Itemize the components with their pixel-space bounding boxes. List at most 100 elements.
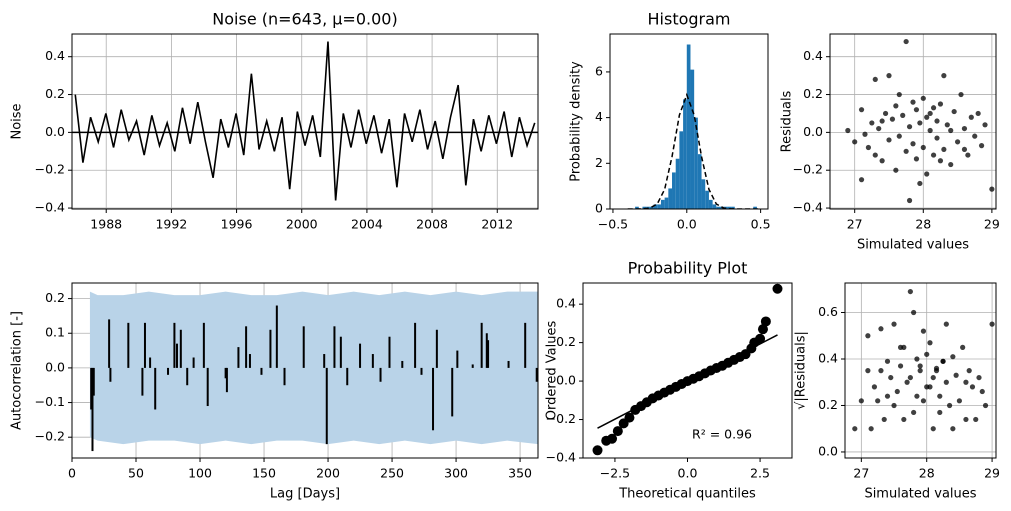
axes: 27 28 29 −0.4 −0.2 0.0 0.2 0.4 Simulated values R… xyxy=(780,33,1000,253)
point xyxy=(943,321,949,327)
point xyxy=(903,148,909,154)
acf-bar xyxy=(225,367,228,393)
point xyxy=(941,146,947,153)
y-tick-label: −0.2 xyxy=(35,429,65,444)
hist-bar xyxy=(642,206,647,209)
acf-bar xyxy=(507,360,510,368)
point xyxy=(920,328,927,334)
point xyxy=(989,186,995,192)
point xyxy=(881,416,887,423)
acf-bar xyxy=(471,364,474,368)
point xyxy=(906,124,913,130)
acf-bar xyxy=(192,357,195,368)
axes-frame xyxy=(71,282,539,459)
point xyxy=(927,127,933,134)
point xyxy=(968,114,974,120)
hist-bar xyxy=(635,206,639,209)
plot-area xyxy=(72,34,538,209)
point xyxy=(907,288,913,295)
point xyxy=(940,358,946,364)
point xyxy=(972,133,978,139)
hist-bar xyxy=(683,99,687,209)
axes-title: Probability Plot xyxy=(628,259,748,278)
hist-bar xyxy=(701,179,706,209)
hist-bar xyxy=(660,199,665,209)
point xyxy=(930,152,937,158)
acf-bar xyxy=(224,367,227,379)
point xyxy=(896,91,902,98)
y-tick-label: 4 xyxy=(595,109,603,124)
acf-bar xyxy=(339,336,342,368)
point xyxy=(886,73,892,79)
point xyxy=(924,114,930,120)
point xyxy=(760,316,771,327)
x-tick-label: 28 xyxy=(919,466,935,481)
point xyxy=(920,95,926,101)
x-tick-label: 250 xyxy=(380,466,404,481)
x-tick-label: 29 xyxy=(984,466,1000,481)
x-tick-label: 2004 xyxy=(351,217,383,232)
point xyxy=(888,374,894,381)
point xyxy=(930,374,936,381)
acf-bar xyxy=(401,360,404,368)
point xyxy=(891,321,897,327)
acf-bar xyxy=(127,322,130,368)
point xyxy=(913,107,920,113)
point xyxy=(893,167,899,173)
acf-bar xyxy=(451,367,454,417)
point xyxy=(927,384,933,390)
point xyxy=(858,107,865,113)
acf-bar xyxy=(359,343,362,368)
y-tick-label: 0.0 xyxy=(556,373,576,388)
point xyxy=(592,445,603,456)
acf-bar xyxy=(420,367,423,375)
point xyxy=(941,73,947,79)
point xyxy=(889,116,896,122)
acf-bar xyxy=(206,367,209,407)
point xyxy=(876,125,882,132)
point xyxy=(951,108,957,115)
point xyxy=(894,388,900,395)
point xyxy=(978,143,985,149)
acf-bar xyxy=(325,367,328,445)
y-tick-label: 0.2 xyxy=(803,86,823,101)
acf-bar xyxy=(323,354,326,368)
point xyxy=(868,426,874,432)
point xyxy=(852,139,858,145)
point xyxy=(904,379,910,385)
y-axis-label: √|Residuals| xyxy=(794,331,809,410)
x-tick-label: −2.5 xyxy=(600,466,630,481)
point xyxy=(920,144,926,151)
acf-bar xyxy=(186,367,189,386)
acf-bar xyxy=(91,367,94,452)
acf-bar xyxy=(173,322,176,368)
point xyxy=(920,398,927,404)
point xyxy=(948,161,954,168)
axes: 27 28 29 0.0 0.2 0.4 0.6 Simulated values √|Resi… xyxy=(794,282,1000,502)
x-axis-label: Simulated values xyxy=(864,487,976,502)
point xyxy=(975,110,981,117)
hist-bar xyxy=(694,117,698,209)
x-tick-label: 27 xyxy=(853,466,869,481)
acf-bar xyxy=(260,367,263,375)
point xyxy=(927,110,933,117)
acf-bar xyxy=(108,319,111,368)
hist-bar xyxy=(668,188,673,209)
acf-bar xyxy=(524,322,527,368)
point xyxy=(960,344,966,350)
acf-bar xyxy=(371,354,374,368)
acf-bar xyxy=(535,367,538,382)
y-tick-label: 0.4 xyxy=(45,48,65,63)
hist-bar xyxy=(664,197,669,209)
normal-fit xyxy=(627,92,761,209)
x-tick-label: 28 xyxy=(915,217,931,232)
point xyxy=(969,384,976,390)
plot-area xyxy=(627,44,761,209)
acf-bar xyxy=(275,305,278,368)
point xyxy=(852,426,858,432)
acf-bar xyxy=(432,367,435,431)
hist-bar xyxy=(686,44,691,209)
x-tick-label: 2.5 xyxy=(750,466,770,481)
point xyxy=(948,127,954,134)
